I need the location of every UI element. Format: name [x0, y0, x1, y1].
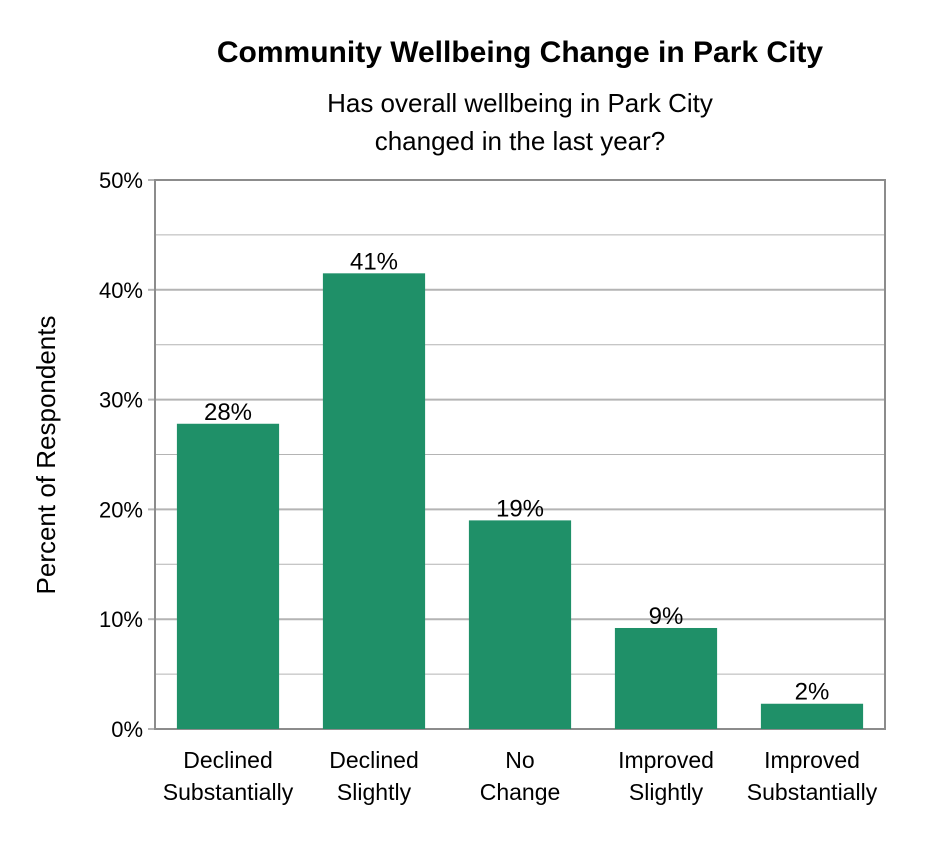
data-label: 19% [496, 495, 544, 522]
y-tick-label: 40% [99, 278, 143, 303]
x-tick-label: Substantially [747, 779, 878, 805]
y-tick-label: 30% [99, 388, 143, 413]
y-tick-label: 10% [99, 607, 143, 632]
bar [760, 703, 864, 729]
bar [322, 273, 426, 729]
x-tick-label: Improved [618, 747, 714, 773]
y-tick-label: 20% [99, 497, 143, 522]
x-tick-label: Substantially [163, 779, 294, 805]
data-label: 41% [350, 248, 398, 275]
x-tick-label: Declined [183, 747, 273, 773]
x-tick-label: Declined [329, 747, 419, 773]
x-tick-label: Change [480, 779, 561, 805]
data-label: 28% [204, 399, 252, 426]
x-tick-label: Slightly [629, 779, 704, 805]
chart-subtitle-line-2: changed in the last year? [375, 126, 666, 156]
data-label: 2% [795, 679, 830, 706]
x-tick-label: No [505, 747, 534, 773]
data-label: 9% [649, 603, 684, 630]
x-tick-label: Improved [764, 747, 860, 773]
y-tick-label: 50% [99, 168, 143, 193]
y-axis-label: Percent of Respondents [31, 316, 61, 595]
chart-title: Community Wellbeing Change in Park City [217, 36, 824, 69]
x-tick-label: Slightly [337, 779, 412, 805]
bar [176, 423, 280, 729]
chart-subtitle-line-1: Has overall wellbeing in Park City [327, 88, 713, 118]
plot-area: 0% 10% 20% 30% 40% 50% 28% Declined Substantiall… [99, 168, 886, 805]
bar [468, 520, 572, 729]
y-tick-label: 0% [111, 717, 143, 742]
bar [614, 627, 718, 729]
